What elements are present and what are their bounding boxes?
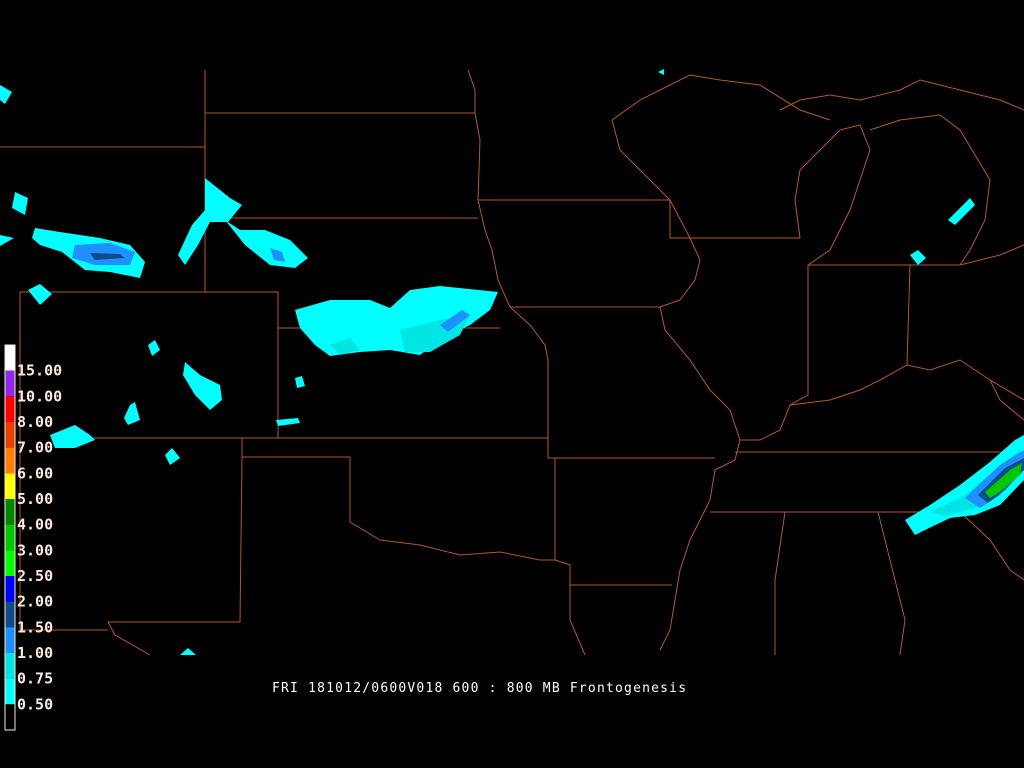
legend-label: 1.00: [17, 644, 53, 662]
legend-label: 2.00: [17, 593, 53, 611]
legend-label: 6.00: [17, 464, 53, 482]
frontogenesis-contours: [0, 69, 1024, 655]
legend-label: 3.00: [17, 541, 53, 559]
legend-swatch: [5, 576, 15, 602]
chart-title: FRI 181012/0600V018 600 : 800 MB Frontog…: [272, 681, 688, 696]
state-borders: [0, 69, 1024, 656]
legend-label: 8.00: [17, 413, 53, 431]
legend-swatch: [5, 601, 15, 628]
legend-swatch: [5, 550, 15, 576]
legend-swatch: [5, 627, 15, 653]
legend-swatch: [5, 370, 15, 397]
legend-label: 1.50: [17, 618, 53, 636]
legend-swatch: [5, 704, 15, 730]
legend-label: 2.50: [17, 567, 53, 585]
legend-label: 5.00: [17, 490, 53, 508]
legend-label: 0.50: [17, 695, 53, 713]
legend-label: 10.00: [17, 387, 62, 405]
legend-swatch: [5, 447, 15, 474]
legend-swatch: [5, 473, 15, 499]
legend-swatch: [5, 396, 15, 422]
legend-swatch: [5, 653, 15, 679]
legend-swatch: [5, 345, 15, 371]
legend-label: 0.75: [17, 670, 53, 688]
color-legend: 15.00 10.00 8.00 7.00 6.00 5.00 4.00 3.00 2.50 2.…: [4, 344, 62, 731]
legend-swatch: [5, 678, 15, 705]
legend-label: 15.00: [17, 362, 62, 380]
legend-swatch: [5, 422, 15, 448]
legend-label: 4.00: [17, 516, 53, 534]
legend-swatch: [5, 499, 15, 525]
legend-frame: [4, 344, 16, 731]
legend-label: 7.00: [17, 439, 53, 457]
legend-swatch: [5, 524, 15, 551]
